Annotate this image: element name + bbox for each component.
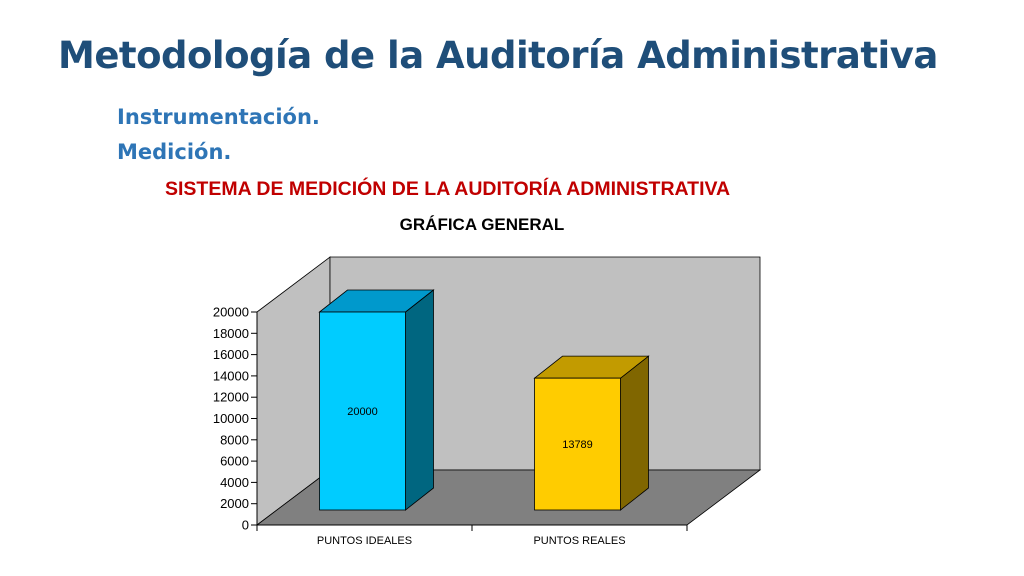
- bullet-list: Instrumentación. Medición.: [117, 100, 320, 170]
- bullet-item-instrumentacion: Instrumentación.: [117, 105, 320, 129]
- bullet-item-medicion: Medición.: [117, 140, 232, 164]
- x-category-label: PUNTOS IDEALES: [317, 535, 412, 547]
- chart-title: GRÁFICA GENERAL: [399, 215, 565, 234]
- slide-title: Metodología de la Auditoría Administrati…: [58, 34, 938, 77]
- y-tick-label: 8000: [220, 432, 249, 447]
- y-tick-label: 12000: [213, 390, 249, 405]
- y-tick-label: 16000: [213, 347, 249, 362]
- bar-front-face: [534, 377, 621, 511]
- x-category-label: PUNTOS REALES: [533, 535, 625, 547]
- bar-puntos-reales: [533, 355, 650, 511]
- chart-axes: [251, 311, 688, 531]
- bar-data-label: 20000: [347, 406, 378, 418]
- y-tick-label: 20000: [213, 305, 249, 320]
- chart-labels: 0 2000 4000 6000 8000 10000 12000 14000 16000 180…: [213, 305, 626, 548]
- y-tick-label: 0: [242, 518, 249, 533]
- bar-side-face: [620, 355, 649, 511]
- y-tick-label: 4000: [220, 475, 249, 490]
- bar-front-face: [319, 311, 406, 511]
- bar-side-face: [405, 289, 434, 511]
- y-tick-label: 14000: [213, 368, 249, 383]
- chart-section-subtitle: SISTEMA DE MEDICIÓN DE LA AUDITORÍA ADMI…: [165, 178, 731, 200]
- bar-puntos-ideales: [318, 289, 435, 511]
- y-tick-label: 10000: [213, 411, 249, 426]
- chart-bars: [318, 289, 650, 511]
- bar-data-label: 13789: [562, 439, 593, 451]
- y-tick-label: 18000: [213, 326, 249, 341]
- y-tick-label: 2000: [220, 496, 249, 511]
- y-tick-label: 6000: [220, 454, 249, 469]
